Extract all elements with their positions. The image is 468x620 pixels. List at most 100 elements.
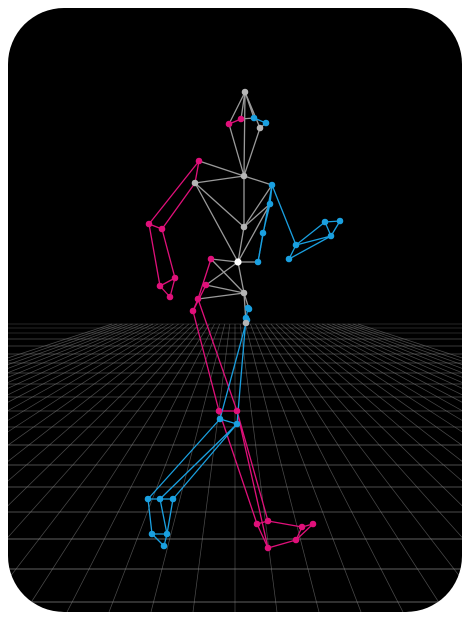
bone-r_hip-r_knee_2 (236, 317, 247, 425)
joint-r_wrist_b[interactable] (285, 255, 293, 263)
motion-viewer[interactable] (8, 8, 462, 612)
joint-l_waist[interactable] (207, 255, 215, 263)
bone-l_shoulder-neck (198, 160, 245, 177)
joint-r_hand[interactable] (321, 218, 329, 226)
bone-r_shoulder-sternum (243, 184, 273, 228)
floor-grid (8, 323, 462, 612)
joint-l_hip_3[interactable] (189, 307, 197, 315)
joint-l_hip[interactable] (202, 281, 210, 289)
bone-r_knee-r_ankle (147, 418, 221, 500)
bone-r_wrist-r_hand (295, 221, 326, 246)
bone-l_elbow_2-l_wrist (161, 228, 176, 279)
joint-l_hand_2[interactable] (166, 293, 174, 301)
bone-l_hip_3-l_knee (192, 310, 220, 412)
bone-sternum-abdomen (237, 226, 245, 263)
bone-l_shoulder-l_elbow (148, 160, 200, 225)
bone-r_chest-sternum (243, 203, 271, 228)
joint-head_mid[interactable] (237, 115, 245, 123)
joint-l_shoulder_in[interactable] (191, 179, 199, 187)
joint-r_elbow[interactable] (259, 229, 267, 237)
joint-r_ankle_3[interactable] (169, 495, 177, 503)
joint-l_ankle_2[interactable] (264, 517, 272, 525)
joint-r_toe[interactable] (163, 530, 171, 538)
pose-scene[interactable] (8, 8, 462, 612)
bone-l_hip_2-pelvis (197, 292, 245, 300)
joint-l_elbow[interactable] (145, 220, 153, 228)
joint-head_back[interactable] (256, 124, 264, 132)
bone-l_toe-l_toe_2 (295, 523, 314, 541)
joint-r_heel[interactable] (148, 530, 156, 538)
joint-head_top[interactable] (241, 88, 249, 96)
joint-l_ankle_3[interactable] (298, 523, 306, 531)
bone-r_knee_2-r_ankle_2 (159, 423, 238, 500)
bone-head_top-neck (243, 91, 246, 177)
bone-l_shoulder_in-sternum (194, 182, 245, 228)
joint-l_toe[interactable] (309, 520, 317, 528)
bone-r_chest-abdomen (237, 203, 271, 263)
joint-r_wrist[interactable] (292, 241, 300, 249)
bone-abdomen-l_waist (210, 258, 239, 263)
bone-l_shoulder_in-l_elbow_2 (161, 182, 196, 230)
joint-r_knee_2[interactable] (233, 420, 241, 428)
joint-pelvis[interactable] (240, 289, 248, 297)
bone-l_elbow-l_hand (148, 223, 161, 287)
joint-r_hip_3[interactable] (244, 304, 252, 312)
joint-l_toe_2[interactable] (292, 536, 300, 544)
bone-neck-r_shoulder (243, 175, 273, 186)
bone-r_chest-r_elbow (262, 203, 271, 234)
joint-l_knee[interactable] (215, 407, 223, 415)
joint-r_hand_2[interactable] (336, 217, 344, 225)
bone-r_wrist-r_hand_3 (295, 235, 332, 246)
joint-l_knee_2[interactable] (233, 407, 241, 415)
bone-abdomen-l_hip (205, 261, 239, 286)
bone-pelvis_low-r_knee (219, 322, 247, 420)
joint-pelvis_low[interactable] (242, 319, 250, 327)
bone-head_left-neck (228, 123, 245, 177)
bone-head_back-neck (243, 127, 261, 177)
bone-l_ankle-l_heel (256, 523, 269, 549)
joint-l_ankle[interactable] (253, 520, 261, 528)
joint-r_knee[interactable] (216, 415, 224, 423)
bone-l_knee_2-l_heel (236, 410, 269, 549)
bone-l_ankle_2-l_ankle_3 (267, 520, 303, 528)
joint-l_shoulder[interactable] (195, 157, 203, 165)
bone-r_shoulder-r_wrist (271, 184, 297, 246)
bone-r_wrist_b-r_hand_3 (288, 235, 332, 260)
bone-l_waist-pelvis (210, 258, 245, 294)
joint-l_hip_2[interactable] (194, 295, 202, 303)
joint-head_right_2[interactable] (262, 119, 270, 127)
joint-r_shoulder[interactable] (268, 181, 276, 189)
bone-r_ankle_2-r_toe (159, 498, 168, 535)
bone-l_knee-l_ankle (218, 410, 258, 525)
bone-r_ankle_3-r_toe (166, 498, 174, 535)
bone-head_top-head_left (228, 91, 246, 125)
joint-l_heel[interactable] (264, 544, 272, 552)
bone-l_knee_2-l_ankle_2 (236, 410, 269, 522)
joint-r_ankle_2[interactable] (156, 495, 164, 503)
joint-r_hand_3[interactable] (327, 232, 335, 240)
joint-head_left[interactable] (225, 120, 233, 128)
joint-head_right[interactable] (250, 114, 258, 122)
bone-l_shoulder_in-neck (194, 175, 245, 184)
bone-l_waist-l_hip_2 (197, 258, 212, 300)
bone-l_hip_2-l_knee_2 (197, 298, 238, 412)
bone-l_shoulder_in-abdomen (194, 182, 239, 263)
bone-r_elbow-r_elbow_2 (257, 232, 264, 263)
joint-r_ankle[interactable] (144, 495, 152, 503)
joint-l_hand[interactable] (156, 282, 164, 290)
bone-head_top-head_back (244, 91, 261, 129)
joint-l_elbow_2[interactable] (158, 225, 166, 233)
joint-neck[interactable] (240, 172, 248, 180)
bone-l_toe_2-l_heel (267, 539, 297, 549)
joint-r_toe_2[interactable] (160, 542, 168, 550)
bone-r_knee_2-r_ankle_3 (172, 423, 238, 500)
skeleton-bones (147, 91, 341, 549)
joint-r_chest[interactable] (266, 200, 274, 208)
joint-r_elbow_2[interactable] (254, 258, 262, 266)
bone-r_ankle-r_heel (147, 498, 153, 535)
joint-sternum[interactable] (240, 223, 248, 231)
bone-l_shoulder-l_shoulder_in (194, 160, 200, 184)
root-joint-marker (234, 258, 242, 266)
skeleton-joints (144, 88, 344, 552)
joint-l_wrist[interactable] (171, 274, 179, 282)
